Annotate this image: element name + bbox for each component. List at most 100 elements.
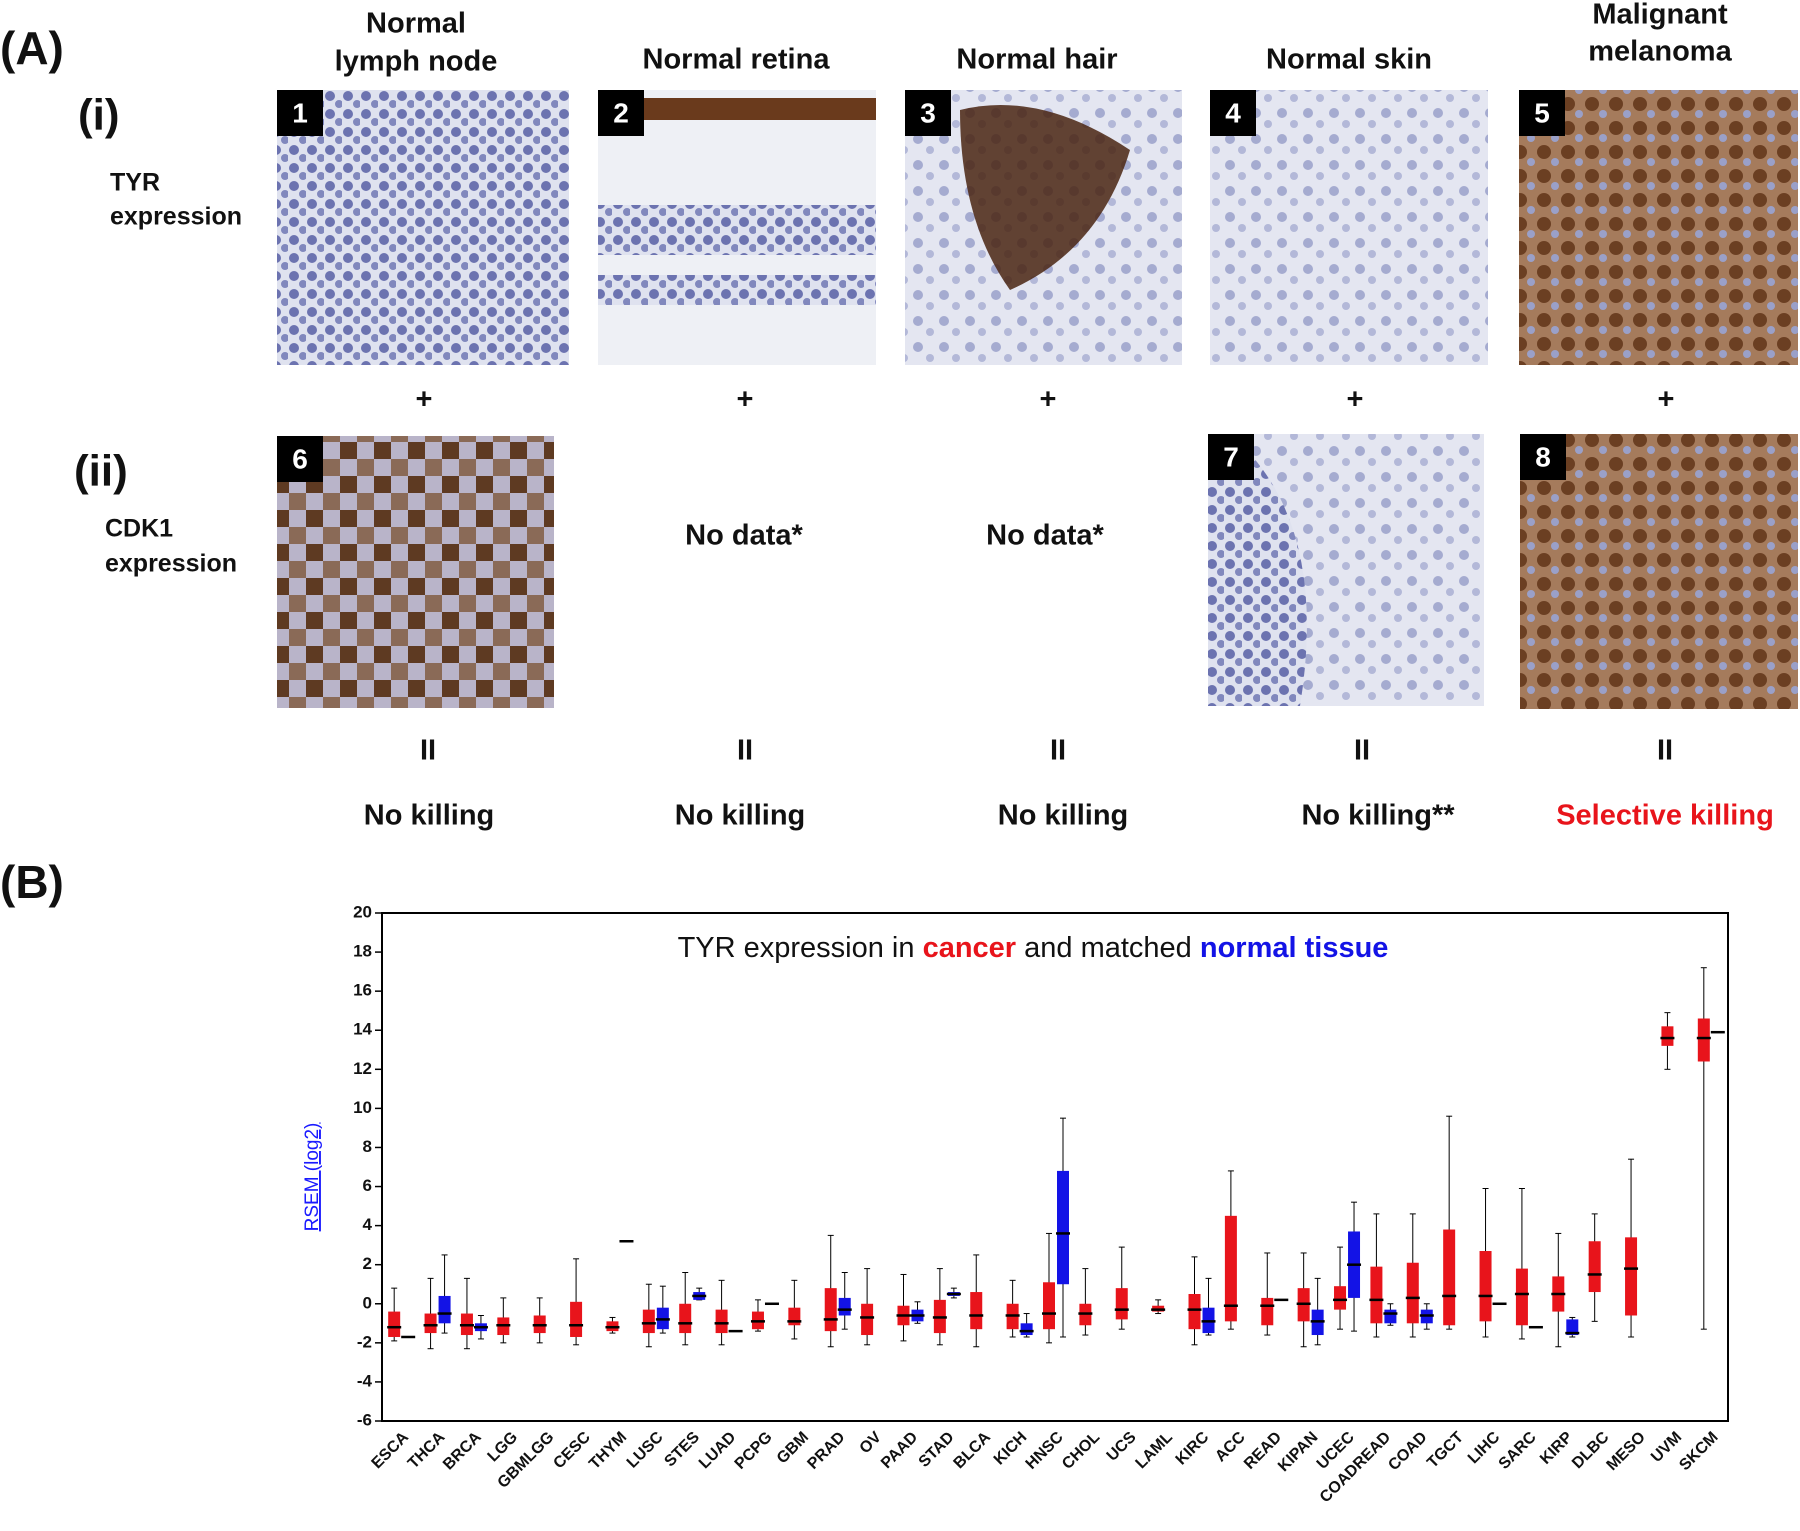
box-body — [824, 1288, 837, 1332]
x-tick-label: STES — [661, 1429, 703, 1471]
box-body — [1588, 1241, 1601, 1293]
box — [1310, 1277, 1325, 1346]
box — [1187, 1256, 1202, 1346]
box-body — [788, 1307, 801, 1326]
x-tick-label: KIPAN — [1275, 1429, 1321, 1475]
panel-badge — [1519, 90, 1565, 136]
box — [641, 1283, 656, 1348]
x-tick-label: PCPG — [732, 1429, 776, 1473]
box — [569, 1258, 584, 1346]
equals-sign: II — [420, 735, 436, 767]
box — [1405, 1213, 1420, 1338]
plus-sign: + — [1347, 384, 1364, 416]
x-tick-label: CESC — [550, 1428, 594, 1472]
y-tick-label: 8 — [363, 1137, 372, 1156]
row-label: TYR — [110, 169, 160, 197]
image-skin-tyr — [1210, 90, 1488, 365]
y-tick-label: -6 — [357, 1410, 372, 1429]
x-tick-label: BLCA — [951, 1428, 995, 1472]
x-tick-label: BRCA — [440, 1428, 485, 1473]
plus-sign: + — [416, 384, 433, 416]
retina-pigment — [598, 98, 876, 120]
column-header: lymph node — [335, 46, 498, 78]
box — [423, 1277, 438, 1350]
box — [910, 1301, 925, 1324]
no-data: No data* — [986, 520, 1104, 552]
y-tick-label: -2 — [357, 1332, 372, 1351]
panel-number: 3 — [920, 97, 936, 128]
box — [1333, 1246, 1348, 1330]
equals-sign: II — [1050, 735, 1066, 767]
x-tick-label: HNSC — [1023, 1428, 1067, 1472]
box-body — [1020, 1323, 1033, 1336]
box — [1565, 1316, 1580, 1338]
panel-badge — [1520, 434, 1566, 480]
panel-a: (A) (i) TYR expression (ii) CDK1 expression Nor… — [0, 0, 1774, 832]
x-tick-label: CHOL — [1059, 1429, 1103, 1473]
title-text: TYR expression in — [678, 932, 915, 964]
x-tick-label: LUAD — [696, 1429, 739, 1472]
box — [532, 1297, 547, 1344]
column-header: Malignant — [1592, 0, 1728, 31]
box-body — [1224, 1215, 1237, 1322]
panel-number: 5 — [1534, 97, 1550, 128]
box-body — [1661, 1026, 1674, 1046]
box — [387, 1287, 402, 1342]
image-lymph-node-tyr — [277, 90, 569, 365]
box — [1624, 1158, 1639, 1338]
box — [896, 1273, 911, 1342]
y-tick-label: 12 — [353, 1059, 372, 1078]
box — [605, 1316, 620, 1334]
box — [1151, 1299, 1166, 1315]
box — [692, 1287, 707, 1301]
x-tick-label: THYM — [586, 1429, 630, 1473]
panel-badge — [277, 436, 323, 482]
box-body — [679, 1303, 692, 1334]
box — [1201, 1277, 1216, 1336]
equals-sign: II — [1657, 735, 1673, 767]
result: Selective killing — [1556, 800, 1774, 832]
retina-layer — [598, 275, 876, 305]
result: No killing — [998, 800, 1129, 832]
row-roman: (ii) — [74, 447, 128, 496]
box — [837, 1272, 852, 1330]
box-body — [1697, 1018, 1710, 1062]
y-tick-label: 4 — [363, 1215, 373, 1234]
x-tick-label: COAD — [1385, 1429, 1430, 1474]
panel-number: 6 — [292, 443, 308, 474]
box — [1369, 1213, 1384, 1338]
x-tick-label: TGCT — [1424, 1429, 1467, 1472]
box — [1056, 1117, 1070, 1338]
box — [1551, 1232, 1566, 1348]
tissue-images — [277, 90, 1798, 709]
plus-sign: + — [1040, 384, 1057, 416]
legend-entry: cancer — [923, 932, 1017, 964]
box-body — [1057, 1170, 1069, 1285]
y-tick-label: 0 — [363, 1293, 372, 1312]
box — [1223, 1170, 1238, 1330]
box — [1383, 1303, 1398, 1326]
y-tick-label: 16 — [353, 981, 372, 1000]
plot-frame — [381, 912, 1729, 1422]
row-label: CDK1 — [105, 515, 173, 543]
box — [1078, 1268, 1093, 1336]
box — [1696, 967, 1711, 1330]
box — [1442, 1115, 1457, 1330]
box — [1005, 1279, 1020, 1338]
column-header: Normal — [366, 8, 466, 40]
column-header: Normal skin — [1266, 44, 1432, 76]
panel-number: 1 — [292, 97, 308, 128]
box — [496, 1297, 511, 1344]
panel-badge — [277, 90, 323, 136]
box — [1042, 1232, 1056, 1344]
y-tick-label: 18 — [353, 942, 372, 961]
x-tick-label: MESO — [1604, 1429, 1649, 1474]
image-melanoma-cdk1 — [1520, 434, 1798, 709]
x-tick-label: SKCM — [1676, 1429, 1721, 1474]
y-axis-label: RSEM (log2) — [302, 1123, 323, 1232]
box — [473, 1314, 488, 1340]
box — [1019, 1313, 1034, 1338]
box-body — [1406, 1262, 1419, 1324]
box — [1514, 1187, 1529, 1340]
